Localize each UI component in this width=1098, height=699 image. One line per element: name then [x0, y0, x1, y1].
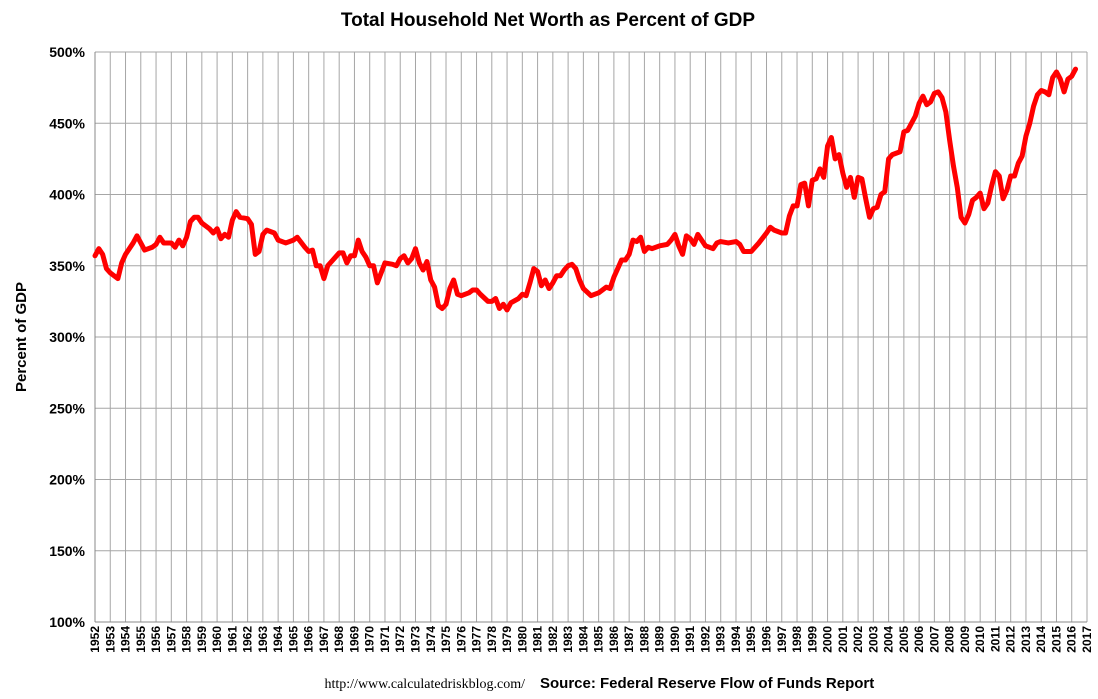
y-tick-label: 300% — [49, 329, 85, 345]
y-tick-label: 100% — [49, 614, 85, 630]
x-tick-label: 2015 — [1049, 626, 1063, 653]
x-tick-label: 1965 — [286, 626, 300, 653]
x-tick-label: 1969 — [347, 626, 361, 653]
y-tick-label: 250% — [49, 400, 85, 416]
x-tick-label: 2012 — [1004, 626, 1018, 653]
x-tick-label: 1959 — [195, 626, 209, 653]
chart-title: Total Household Net Worth as Percent of … — [341, 10, 755, 31]
data-line — [92, 66, 1079, 313]
x-tick-label: 1975 — [439, 626, 453, 653]
x-tick-label: 1973 — [408, 626, 422, 653]
footer-source: Source: Federal Reserve Flow of Funds Re… — [540, 675, 874, 692]
x-tick-label: 1972 — [393, 626, 407, 653]
x-tick-label: 1989 — [653, 626, 667, 653]
x-tick-label: 1955 — [134, 626, 148, 653]
x-tick-label: 1967 — [317, 626, 331, 653]
x-tick-label: 1952 — [88, 626, 102, 653]
x-tick-label: 1998 — [790, 626, 804, 653]
x-tick-label: 1960 — [210, 626, 224, 653]
x-tick-label: 1986 — [607, 626, 621, 653]
x-tick-label: 1957 — [164, 626, 178, 653]
x-tick-label: 1996 — [760, 626, 774, 653]
x-tick-label: 2002 — [851, 626, 865, 653]
x-tick-label: 1958 — [180, 626, 194, 653]
x-tick-label: 2007 — [927, 626, 941, 653]
x-tick-label: 1981 — [531, 626, 545, 653]
footer-url: http://www.calculatedriskblog.com/ — [325, 677, 526, 692]
x-tick-label: 1994 — [729, 626, 743, 653]
x-tick-label: 2016 — [1065, 626, 1079, 653]
y-axis-label: Percent of GDP — [13, 282, 30, 392]
y-tick-label: 400% — [49, 187, 85, 203]
x-tick-label: 2004 — [882, 626, 896, 653]
x-tick-label: 1992 — [698, 626, 712, 653]
x-tick-label: 1968 — [332, 626, 346, 653]
x-tick-label: 2017 — [1080, 626, 1094, 653]
x-tick-label: 2000 — [821, 626, 835, 653]
x-tick-label: 1976 — [454, 626, 468, 653]
x-tick-label: 1980 — [515, 626, 529, 653]
y-tick-label: 500% — [49, 44, 85, 60]
x-tick-label: 2013 — [1019, 626, 1033, 653]
y-tick-label: 350% — [49, 258, 85, 274]
x-tick-label: 1993 — [714, 626, 728, 653]
x-tick-label: 2009 — [958, 626, 972, 653]
x-tick-label: 1978 — [485, 626, 499, 653]
x-tick-label: 1971 — [378, 626, 392, 653]
x-tick-label: 1979 — [500, 626, 514, 653]
x-tick-label: 1956 — [149, 626, 163, 653]
x-tick-label: 1974 — [424, 626, 438, 653]
x-tick-label: 2003 — [866, 626, 880, 653]
x-tick-label: 1999 — [805, 626, 819, 653]
x-tick-label: 1985 — [592, 626, 606, 653]
x-tick-label: 1954 — [119, 626, 133, 653]
x-tick-label: 2006 — [912, 626, 926, 653]
x-tick-label: 2005 — [897, 626, 911, 653]
x-tick-label: 1997 — [775, 626, 789, 653]
y-tick-label: 450% — [49, 115, 85, 131]
x-tick-label: 1983 — [561, 626, 575, 653]
x-tick-label: 2008 — [943, 626, 957, 653]
x-tick-label: 1991 — [683, 626, 697, 653]
x-tick-label: 1963 — [256, 626, 270, 653]
x-tick-label: 1966 — [302, 626, 316, 653]
x-tick-label: 1990 — [668, 626, 682, 653]
x-tick-label: 1982 — [546, 626, 560, 653]
y-tick-label: 150% — [49, 543, 85, 559]
x-tick-label: 1970 — [363, 626, 377, 653]
x-tick-label: 1984 — [576, 626, 590, 653]
x-tick-label: 1953 — [103, 626, 117, 653]
x-tick-label: 1962 — [241, 626, 255, 653]
x-tick-label: 2014 — [1034, 626, 1048, 653]
x-tick-label: 1977 — [470, 626, 484, 653]
x-tick-label: 2011 — [988, 626, 1002, 652]
x-tick-label: 2010 — [973, 626, 987, 653]
x-tick-label: 2001 — [836, 626, 850, 653]
y-tick-label: 200% — [49, 472, 85, 488]
x-tick-label: 1988 — [637, 626, 651, 653]
x-tick-label: 1995 — [744, 626, 758, 653]
x-tick-label: 1961 — [225, 626, 239, 653]
x-tick-label: 1987 — [622, 626, 636, 653]
x-tick-label: 1964 — [271, 626, 285, 653]
